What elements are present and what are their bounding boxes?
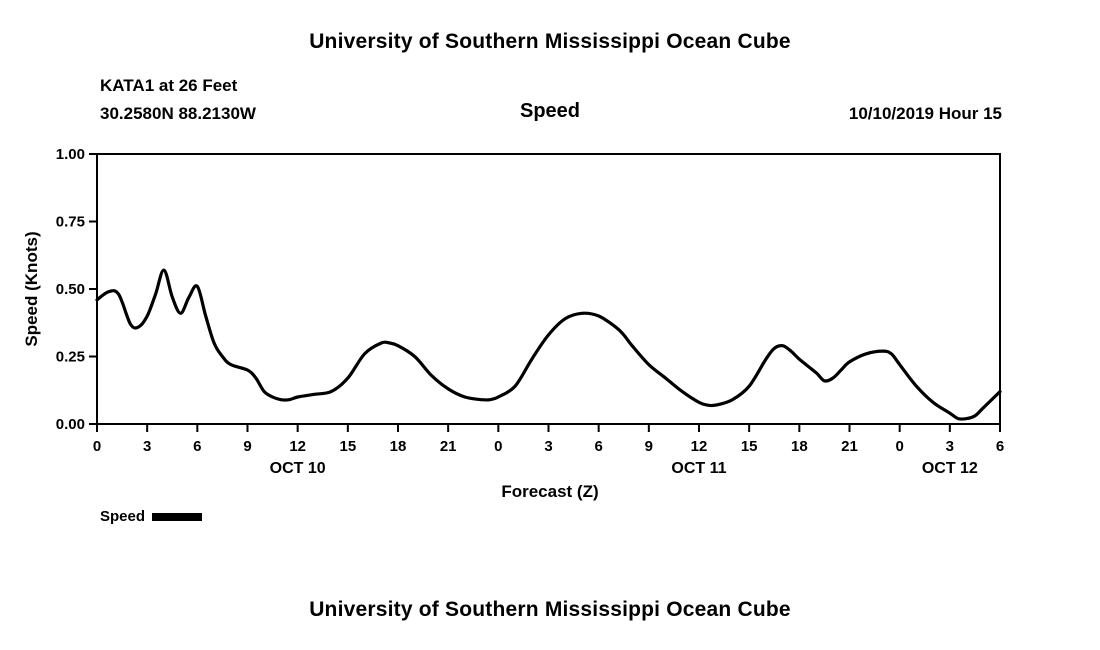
x-tick-label: 0 <box>93 438 101 455</box>
x-tick-label: 15 <box>339 438 356 455</box>
x-tick-label: 3 <box>544 438 552 455</box>
y-tick-label: 0.75 <box>56 214 85 231</box>
y-tick-label: 1.00 <box>56 146 85 163</box>
y-tick-label: 0.50 <box>56 281 85 298</box>
x-tick-label: 9 <box>243 438 251 455</box>
x-tick-label: 21 <box>440 438 457 455</box>
x-tick-label: 6 <box>996 438 1004 455</box>
x-tick-label: 6 <box>594 438 602 455</box>
x-tick-label: 9 <box>645 438 653 455</box>
speed-series-line <box>95 268 1002 421</box>
x-tick-label: 0 <box>494 438 502 455</box>
x-tick-label: 0 <box>895 438 903 455</box>
page-title: University of Southern Mississippi Ocean… <box>309 30 791 53</box>
legend-label: Speed <box>100 508 146 525</box>
x-tick-label: 12 <box>691 438 708 455</box>
x-tick-label: 12 <box>289 438 306 455</box>
day-label: OCT 11 <box>671 460 726 477</box>
page-title-bottom: University of Southern Mississippi Ocean… <box>309 598 791 621</box>
x-tick-label: 6 <box>193 438 201 455</box>
plot-frame <box>96 153 1001 425</box>
x-tick-label: 15 <box>741 438 758 455</box>
x-axis-label: Forecast (Z) <box>501 482 599 501</box>
station-label: KATA1 at 26 Feet <box>100 76 238 95</box>
legend: Speed <box>100 508 203 525</box>
x-tick-label: 18 <box>791 438 808 455</box>
x-tick-label: 21 <box>841 438 858 455</box>
plot-title: Speed <box>519 100 581 122</box>
y-axis-label: Speed (Knots) <box>22 231 41 347</box>
x-tick-label: 3 <box>143 438 151 455</box>
y-tick-label: 0.00 <box>56 416 85 433</box>
x-tick-label: 3 <box>946 438 954 455</box>
day-label: OCT 12 <box>922 460 978 477</box>
legend-line-swatch <box>152 512 203 521</box>
y-tick-label: 0.25 <box>56 349 85 366</box>
x-tick-label: 18 <box>390 438 407 455</box>
station-coordinates: 30.2580N 88.2130W <box>100 104 256 123</box>
day-label: OCT 10 <box>270 460 326 477</box>
forecast-datetime: 10/10/2019 Hour 15 <box>848 104 1002 123</box>
